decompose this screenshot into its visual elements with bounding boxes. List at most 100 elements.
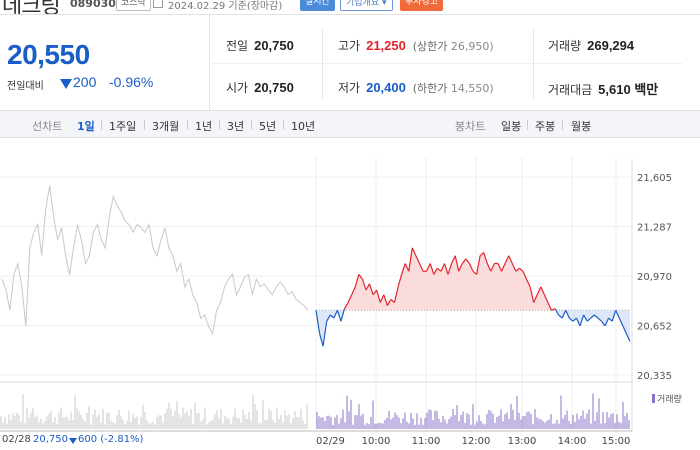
today-series-segment xyxy=(368,283,374,295)
high-value: 21,250 xyxy=(366,38,406,53)
divider xyxy=(322,29,323,99)
divider xyxy=(251,120,252,130)
investment-warning-badge[interactable]: 투자경고 xyxy=(400,0,444,11)
company-info-dropdown[interactable]: 기업개요 ▾ xyxy=(340,0,393,11)
title-strip: 데크링 089030 코스닥 2024.02.29 기준(장마감) 실시간 기업… xyxy=(0,0,700,14)
period-1w[interactable]: 1주일 xyxy=(109,120,137,133)
realtime-button[interactable]: 실시간 xyxy=(300,0,335,11)
today-series-segment xyxy=(529,286,535,303)
divider xyxy=(527,120,528,130)
today-series-segment xyxy=(593,314,599,319)
today-series-segment xyxy=(336,310,342,322)
today-series-segment xyxy=(354,274,360,288)
today-series-segment xyxy=(376,289,381,303)
today-series-segment xyxy=(497,263,503,272)
divider xyxy=(187,120,188,130)
period-1d[interactable]: 1일 xyxy=(77,120,95,133)
prev-day-change: 600 (-2.81%) xyxy=(78,434,144,445)
today-series-segment xyxy=(461,258,467,264)
period-1y[interactable]: 1년 xyxy=(195,120,213,133)
current-price: 20,550 xyxy=(7,39,90,70)
down-arrow-icon xyxy=(69,438,77,444)
today-series-segment xyxy=(411,247,417,256)
amount-stat: 거래대금 5,610 백만 xyxy=(548,82,659,97)
today-series-segment xyxy=(426,263,431,272)
y-tick-label: 20,335 xyxy=(637,371,672,382)
period-3m[interactable]: 3개월 xyxy=(152,120,180,133)
quote-panel: 20,550 전일대비 200 -0.96% 전일 20,750 시가 20,750… xyxy=(0,14,700,111)
divider xyxy=(533,29,534,99)
today-series-segment xyxy=(351,286,356,295)
market-tag: 코스닥 xyxy=(116,0,151,11)
today-series-segment xyxy=(519,267,524,272)
today-down-area xyxy=(316,310,630,347)
today-series-segment xyxy=(525,278,531,288)
today-series-segment xyxy=(408,247,413,272)
candle-weekly[interactable]: 주봉 xyxy=(535,120,556,133)
today-series-segment xyxy=(397,274,403,288)
today-series-segment xyxy=(326,314,331,322)
x-tick-label: 12:00 xyxy=(462,436,491,447)
today-series-segment xyxy=(333,310,338,319)
change-value: 200 xyxy=(73,74,97,90)
today-series-segment xyxy=(575,317,581,327)
today-series-segment xyxy=(443,263,449,275)
prev-day-close: 20,750 xyxy=(33,434,68,445)
candle-monthly[interactable]: 월봉 xyxy=(571,120,592,133)
today-series-segment xyxy=(361,278,367,291)
period-3y[interactable]: 3년 xyxy=(227,120,245,133)
today-series-segment xyxy=(440,263,446,272)
divider xyxy=(283,120,284,130)
today-series-segment xyxy=(390,298,395,303)
today-series-segment xyxy=(590,314,595,319)
today-series-segment xyxy=(500,263,506,272)
candle-chart-label: 봉차트 xyxy=(455,120,486,133)
today-series-segment xyxy=(515,267,520,272)
change-label: 전일대비 xyxy=(7,81,44,92)
today-series-segment xyxy=(418,263,424,272)
today-series-segment xyxy=(504,255,510,264)
open-stat: 시가 20,750 xyxy=(226,80,294,95)
today-series-segment xyxy=(483,252,488,264)
today-series-segment xyxy=(568,317,574,322)
prev-close-value: 20,750 xyxy=(254,38,294,53)
upper-limit-value: 26,950) xyxy=(450,40,494,53)
x-tick-label: 02/29 xyxy=(316,436,345,447)
prev-close-stat: 전일 20,750 xyxy=(226,38,294,53)
today-series-segment xyxy=(551,308,556,311)
today-series-segment xyxy=(543,294,549,303)
today-series-segment xyxy=(540,286,545,295)
today-series-segment xyxy=(511,263,517,272)
today-series-segment xyxy=(486,263,492,272)
today-series-segment xyxy=(436,267,442,272)
today-series-segment xyxy=(386,299,392,306)
today-series-segment xyxy=(565,310,570,319)
today-series-segment xyxy=(451,255,456,264)
prev-day-date: 02/28 xyxy=(2,434,31,445)
candle-daily[interactable]: 일봉 xyxy=(501,120,522,133)
x-tick-label: 10:00 xyxy=(362,436,391,447)
today-series-segment xyxy=(393,286,399,303)
chart-toolbar: 선차트 1일 1주일 3개월 1년 3년 5년 10년 봉차트 일봉 주봉 월봉 xyxy=(0,110,700,138)
stock-name: 데크링 xyxy=(2,0,61,14)
divider xyxy=(212,63,682,64)
today-series-segment xyxy=(615,310,620,319)
open-value: 20,750 xyxy=(254,80,294,95)
lower-limit-value: 14,550) xyxy=(450,82,494,95)
today-series-segment xyxy=(454,255,460,272)
today-series-segment xyxy=(379,294,385,303)
today-series-segment xyxy=(583,314,588,322)
today-series-segment xyxy=(329,314,335,319)
volume-legend-swatch xyxy=(652,394,655,403)
today-series-segment xyxy=(479,252,485,257)
period-10y[interactable]: 10년 xyxy=(291,120,316,133)
y-tick-label: 21,605 xyxy=(637,173,672,184)
period-5y[interactable]: 5년 xyxy=(259,120,277,133)
divider xyxy=(219,120,220,130)
today-series-segment xyxy=(447,263,453,275)
low-stat: 저가 20,400 (하한가 14,550) xyxy=(338,80,494,95)
volume-legend: 거래량 xyxy=(652,392,682,405)
today-series-segment xyxy=(608,317,613,322)
today-series-segment xyxy=(586,317,592,322)
today-series-segment xyxy=(415,255,421,264)
